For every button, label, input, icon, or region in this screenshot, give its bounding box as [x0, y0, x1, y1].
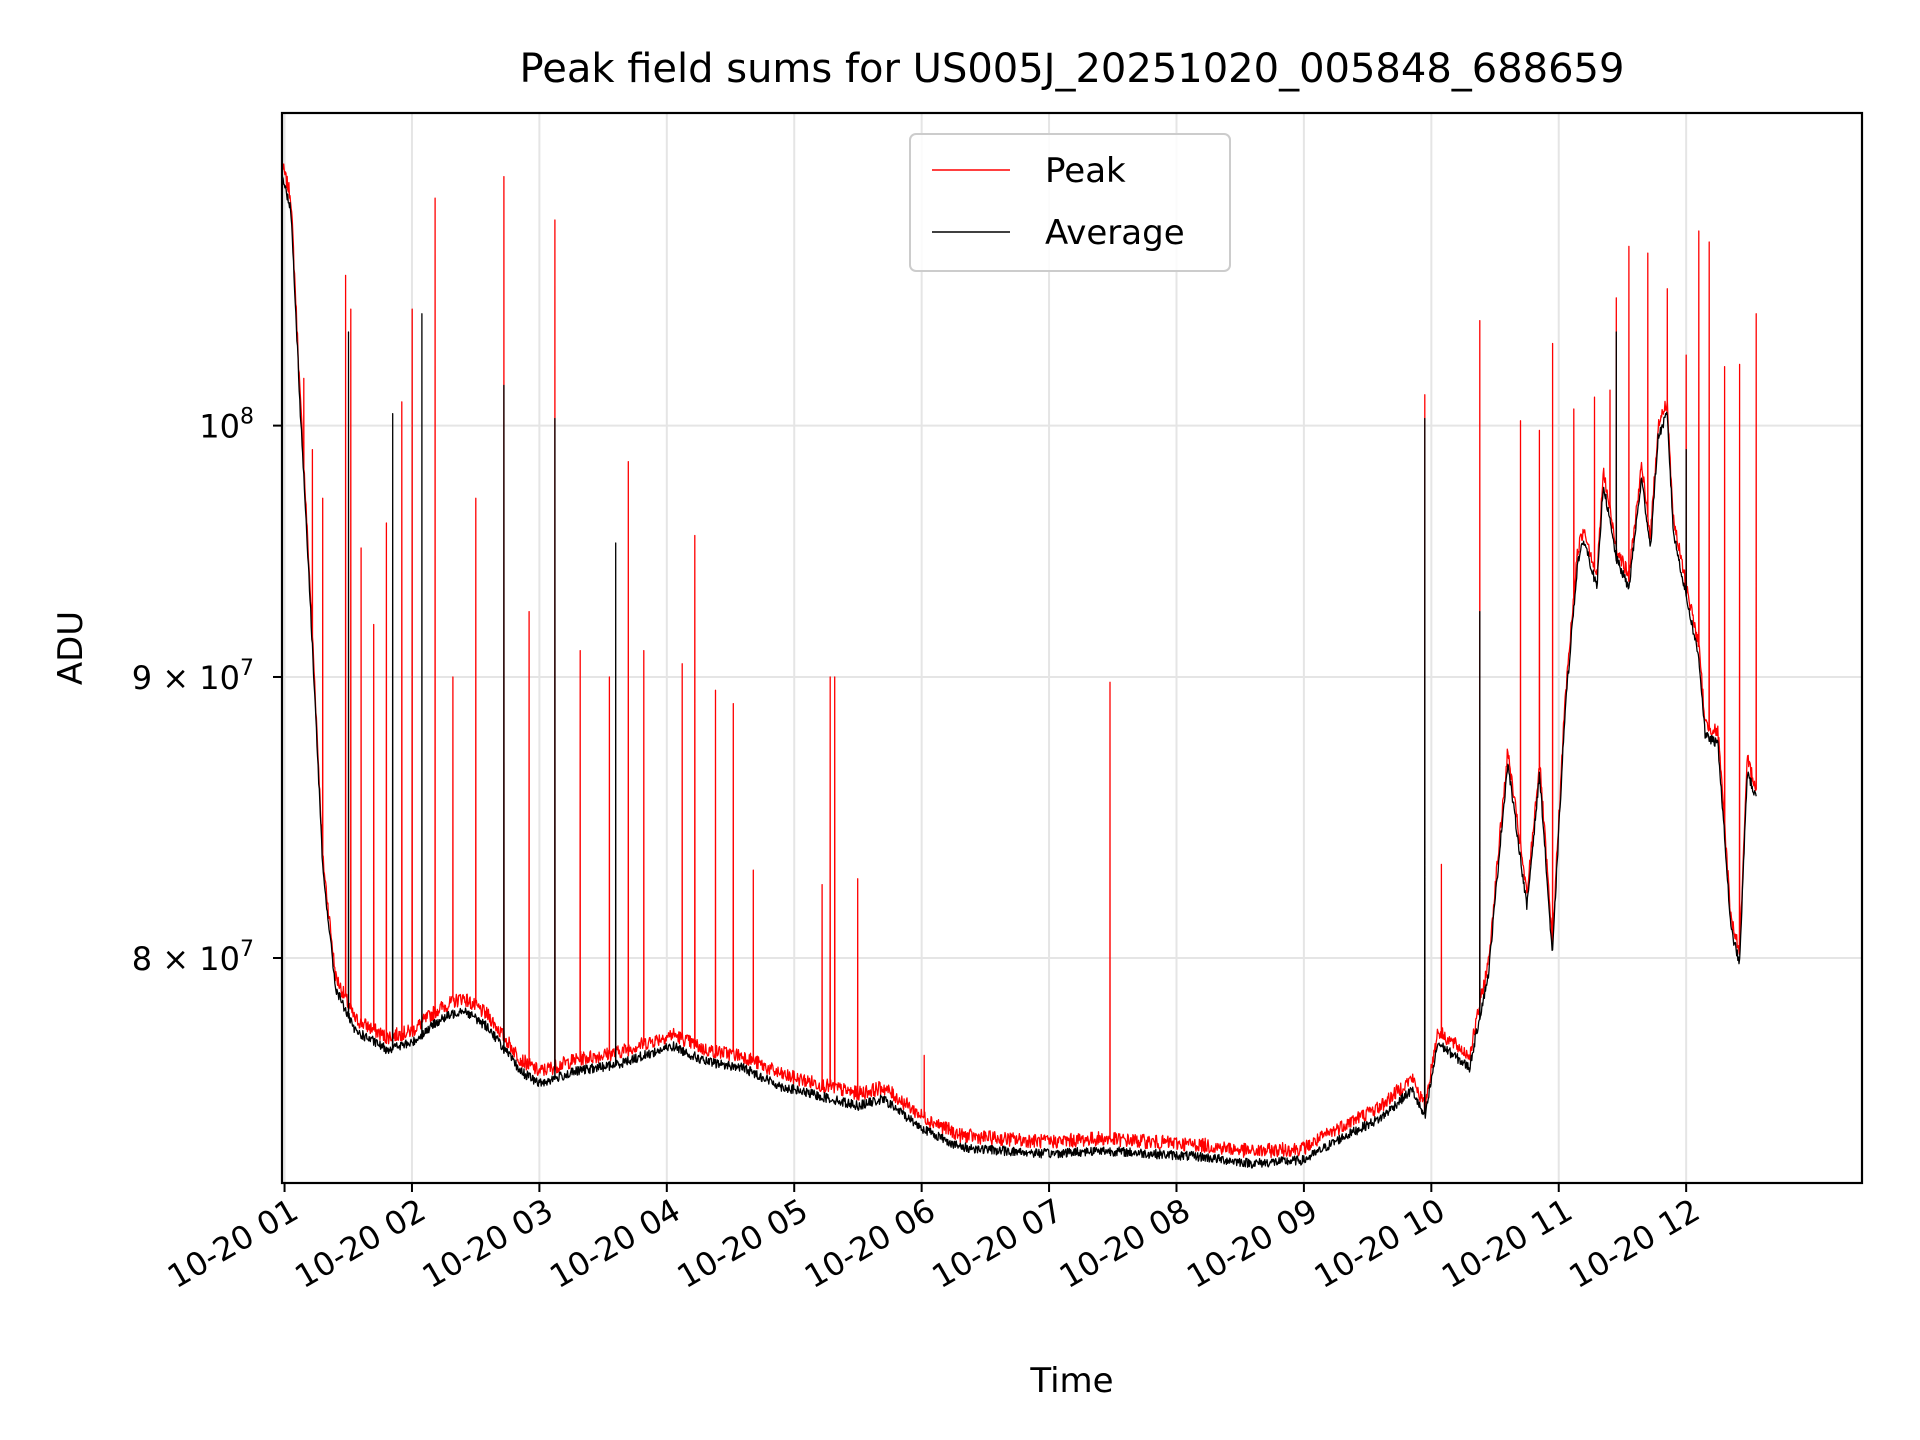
y-tick-label: 9 × 107 [132, 656, 254, 697]
legend-box [909, 133, 1231, 272]
x-axis-label: Time [1029, 1361, 1113, 1401]
y-axis-label: ADU [51, 611, 91, 685]
chart-title: Peak field sums for US005J_20251020_0058… [520, 46, 1625, 92]
series-line-peak [281, 163, 1757, 1159]
series-line-average [281, 176, 1757, 1169]
legend-label-average: Average [1045, 213, 1185, 253]
legend-label-peak: Peak [1045, 151, 1126, 191]
series-group [281, 163, 1757, 1169]
y-axis: 8 × 107 9 × 107 108 [132, 405, 282, 978]
plot-frame [280, 111, 1864, 1185]
y-tick-label: 108 [199, 405, 254, 446]
grid [282, 113, 1862, 1183]
y-tick-label: 8 × 107 [132, 937, 254, 978]
legend: Peak Average [909, 133, 1231, 272]
